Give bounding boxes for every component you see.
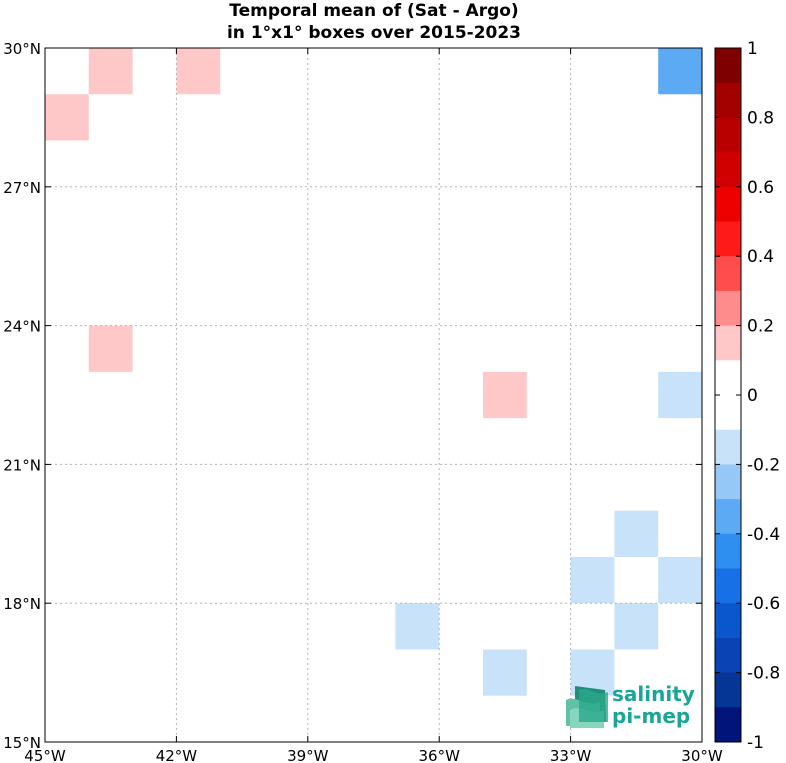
colorbar-band (715, 256, 741, 292)
colorbar-tick-label: -0.8 (747, 664, 780, 684)
colorbar-band (715, 533, 741, 569)
x-tick-label: 36°W (418, 747, 460, 763)
heatmap-cell (658, 48, 702, 95)
wave-logo-icon (566, 686, 608, 728)
colorbar-band (715, 360, 741, 396)
colorbar-band (715, 82, 741, 118)
x-tick-label: 30°W (681, 747, 723, 763)
x-tick-label: 42°W (156, 747, 198, 763)
colorbar-band (715, 637, 741, 674)
heatmap-cell (570, 556, 615, 604)
colorbar-tick-label: -0.4 (747, 525, 780, 545)
salinity-pi-mep-logo: salinity pi-mep (566, 682, 695, 728)
heatmap-cell (176, 48, 221, 95)
colorbar-band (715, 499, 741, 535)
y-tick-label: 21°N (3, 456, 41, 474)
colorbar-tick-label: 0.6 (747, 178, 774, 198)
colorbar-tick-label: -1 (747, 733, 764, 753)
chart-title-line-1: Temporal mean of (Sat - Argo) (229, 1, 518, 21)
y-tick-label: 27°N (3, 179, 41, 197)
logo-text-salinity: salinity (612, 682, 695, 706)
chart-title-line-2: in 1°x1° boxes over 2015-2023 (227, 23, 521, 43)
x-axis-ticks: 45°W 42°W 39°W 36°W 33°W 30°W (24, 48, 723, 763)
logo-text-pi-mep: pi-mep (612, 704, 690, 728)
heatmap-cell (395, 603, 440, 650)
colorbar-band (715, 707, 741, 743)
heatmap-cell (614, 510, 659, 557)
heatmap-cells (45, 48, 702, 696)
colorbar-tick-label: 0 (747, 386, 758, 406)
heatmap-cell (614, 603, 659, 650)
colorbar-band (715, 464, 741, 500)
colorbar (714, 47, 742, 743)
colorbar-band (715, 117, 741, 153)
colorbar-band (715, 290, 741, 327)
colorbar-band (715, 568, 741, 604)
colorbar-band (715, 325, 741, 361)
colorbar-tick-label: -0.6 (747, 594, 780, 614)
y-tick-label: 24°N (3, 318, 41, 336)
gridlines (45, 48, 702, 742)
x-tick-label: 33°W (550, 747, 592, 763)
heatmap-cell (658, 556, 702, 604)
colorbar-tick-label: 0.2 (747, 317, 774, 337)
colorbar-band (715, 395, 741, 431)
y-axis-ticks: 15°N 18°N 21°N 24°N 27°N 30°N (3, 40, 702, 752)
colorbar-band (715, 48, 741, 84)
colorbar-tick-label: 0.4 (747, 247, 774, 267)
heatmap-cell (45, 94, 89, 141)
heatmap-cell (658, 371, 702, 419)
colorbar-band (715, 186, 741, 222)
y-tick-label: 18°N (3, 595, 41, 613)
colorbar-tick-label: -0.2 (747, 455, 780, 475)
colorbar-ticks: 1 0.8 0.6 0.4 0.2 0 -0.2 -0.4 -0.6 -0.8 -1 (715, 39, 780, 753)
x-tick-label: 39°W (287, 747, 329, 763)
heatmap-cell (483, 371, 527, 419)
heatmap-cell (483, 649, 527, 696)
colorbar-band (715, 429, 741, 465)
y-tick-label: 15°N (3, 734, 41, 752)
heatmap-cell (88, 325, 133, 372)
colorbar-band (715, 221, 741, 257)
plot-frame (44, 47, 703, 743)
heatmap-cell (88, 48, 133, 95)
x-tick-label: 45°W (24, 747, 66, 763)
y-tick-label: 30°N (3, 40, 41, 58)
colorbar-tick-label: 0.8 (747, 108, 774, 128)
colorbar-band (715, 152, 741, 188)
colorbar-band (715, 672, 741, 708)
colorbar-band (715, 603, 741, 639)
colorbar-tick-label: 1 (747, 39, 758, 59)
